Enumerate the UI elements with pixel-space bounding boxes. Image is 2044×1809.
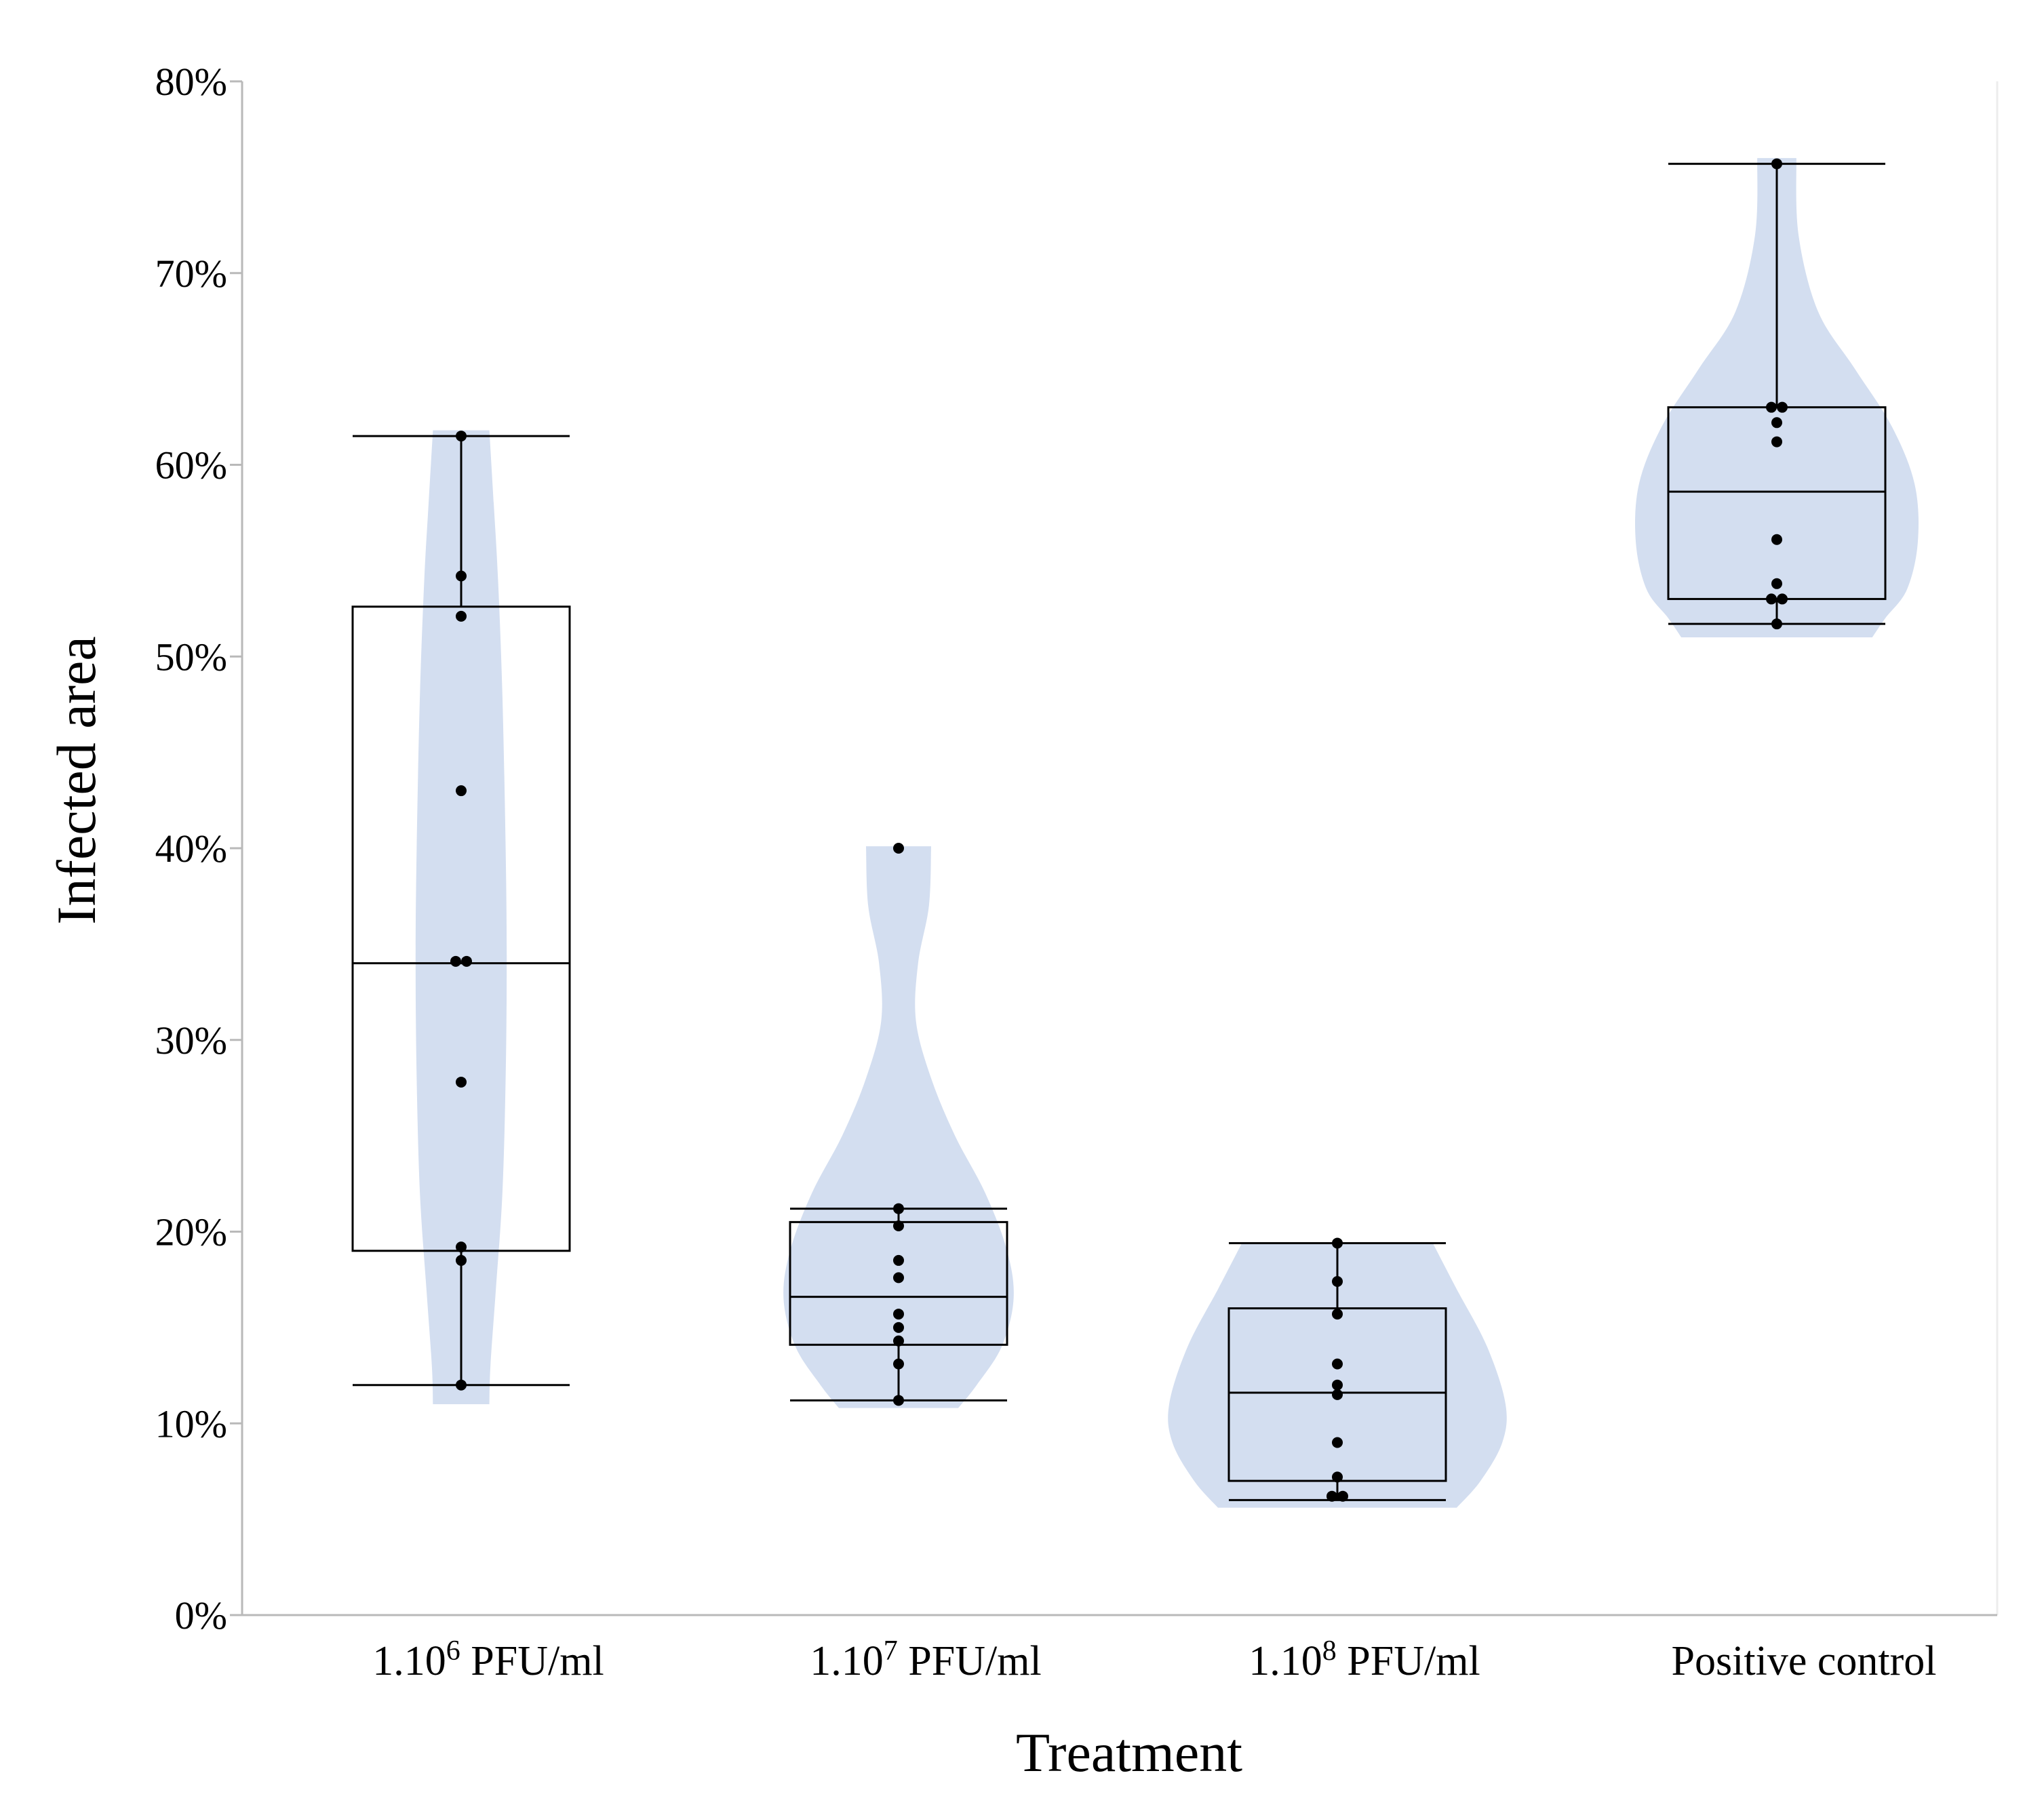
data-point <box>893 1220 904 1232</box>
data-point <box>1332 1276 1343 1288</box>
data-point <box>1766 401 1777 413</box>
boxplots-layer <box>351 163 1887 1501</box>
data-point <box>893 1321 904 1333</box>
data-point <box>456 1254 467 1266</box>
data-point <box>461 955 472 967</box>
points-layer <box>450 158 1788 1502</box>
data-point <box>893 1309 904 1320</box>
label-prefix: 1.10 <box>372 1638 446 1684</box>
y-tick-label: 70% <box>155 252 227 296</box>
data-point <box>456 610 467 622</box>
data-point <box>1771 436 1782 448</box>
data-point <box>456 1241 467 1253</box>
label-prefix: Positive control <box>1672 1638 1937 1684</box>
x-category-label-3: 1.108 PFU/ml <box>1249 1635 1480 1684</box>
x-category-label-2: 1.107 PFU/ml <box>810 1635 1041 1684</box>
data-point <box>1332 1379 1343 1391</box>
y-tick-label: 60% <box>155 443 227 488</box>
data-point <box>893 1254 904 1266</box>
data-point <box>1771 578 1782 589</box>
x-axis-title: Treatment <box>1016 1722 1242 1783</box>
label-exponent: 8 <box>1322 1635 1337 1667</box>
data-point <box>1326 1490 1337 1502</box>
y-tick-label: 30% <box>155 1018 227 1062</box>
data-point <box>893 1203 904 1214</box>
box-iqr <box>351 605 571 1252</box>
data-point <box>1771 158 1782 170</box>
data-point <box>456 785 467 797</box>
label-suffix: PFU/ml <box>898 1638 1042 1684</box>
data-point <box>456 570 467 582</box>
label-suffix: PFU/ml <box>460 1638 604 1684</box>
label-suffix: PFU/ml <box>1337 1638 1480 1684</box>
y-tick-label: 80% <box>155 60 227 104</box>
data-point <box>456 1076 467 1088</box>
data-point <box>1771 618 1782 630</box>
x-category-label-1: 1.106 PFU/ml <box>372 1635 604 1684</box>
data-point <box>893 843 904 854</box>
data-point <box>1332 1309 1343 1320</box>
y-tick-label: 20% <box>155 1210 227 1254</box>
data-point <box>1332 1389 1343 1400</box>
data-point <box>1777 401 1788 413</box>
label-exponent: 6 <box>446 1635 460 1667</box>
y-tick-label: 0% <box>175 1593 227 1637</box>
label-prefix: 1.10 <box>810 1638 884 1684</box>
x-category-label-4: Positive control <box>1672 1638 1937 1684</box>
violin-1 <box>415 430 507 1404</box>
data-point <box>893 1335 904 1347</box>
data-point <box>1332 1471 1343 1483</box>
data-point <box>1766 593 1777 605</box>
label-exponent: 7 <box>884 1635 898 1667</box>
violins-layer <box>415 158 1919 1508</box>
data-point <box>1777 593 1788 605</box>
data-point <box>456 431 467 442</box>
label-prefix: 1.10 <box>1249 1638 1322 1684</box>
data-point <box>1337 1490 1348 1502</box>
y-ticks: 0% 10% 20% 30% 40% 50% 60% 70% 80% <box>155 60 242 1637</box>
data-point <box>1332 1437 1343 1448</box>
x-category-labels: 1.106 PFU/ml 1.107 PFU/ml 1.108 PFU/ml Posi… <box>372 1635 1936 1684</box>
data-point <box>893 1358 904 1370</box>
data-point <box>450 955 461 967</box>
data-point <box>1771 417 1782 429</box>
data-point <box>893 1272 904 1284</box>
data-point <box>893 1395 904 1406</box>
data-point <box>1332 1358 1343 1370</box>
y-tick-label: 40% <box>155 827 227 871</box>
y-tick-label: 50% <box>155 635 227 679</box>
data-point <box>1332 1237 1343 1249</box>
data-point <box>456 1379 467 1391</box>
y-tick-label: 10% <box>155 1402 227 1446</box>
violin-2 <box>783 846 1014 1408</box>
y-axis-title: Infected area <box>45 636 107 925</box>
data-point <box>1771 534 1782 545</box>
